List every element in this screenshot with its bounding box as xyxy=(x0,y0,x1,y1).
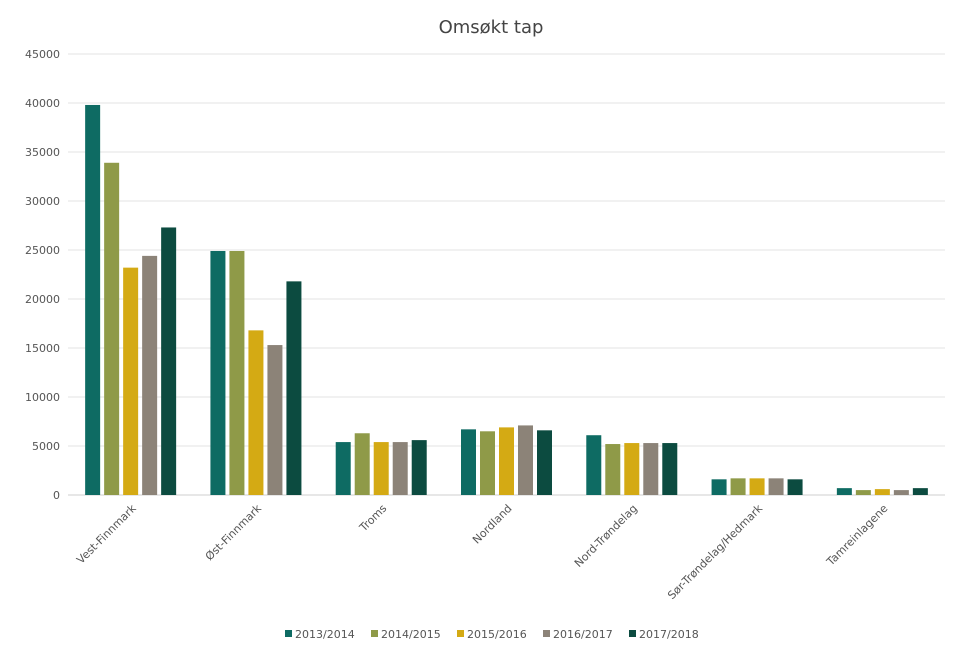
bar-2017-2018 xyxy=(662,443,678,495)
bar-2014-2015 xyxy=(480,431,495,495)
bar-2013-2014 xyxy=(210,250,226,495)
chart-title: Omsøkt tap xyxy=(439,17,544,38)
bar-2017-2018 xyxy=(912,488,928,495)
bar-2015-2016 xyxy=(499,427,514,495)
x-tick-label: Øst-Finnmark xyxy=(203,501,265,563)
bar-2013-2014 xyxy=(711,479,727,495)
bar-2017-2018 xyxy=(411,440,427,495)
bar-2013-2014 xyxy=(586,435,602,495)
bar-2016-2017 xyxy=(518,425,533,495)
bar-2014-2015 xyxy=(855,490,871,495)
bar-2015-2016 xyxy=(373,442,389,495)
legend-swatch xyxy=(457,630,464,637)
y-tick-label: 30000 xyxy=(25,195,60,208)
legend-swatch xyxy=(629,630,636,637)
bar-2017-2018 xyxy=(161,227,177,495)
y-tick-label: 0 xyxy=(53,489,60,502)
bar-2014-2015 xyxy=(605,444,621,495)
bar-2015-2016 xyxy=(123,267,139,495)
y-tick-label: 15000 xyxy=(25,342,60,355)
legend-label: 2017/2018 xyxy=(639,628,699,641)
x-tick-label: Nord-Trøndelag xyxy=(572,502,640,570)
bar-2016-2017 xyxy=(643,443,659,495)
x-tick-label: Nordland xyxy=(470,502,515,547)
bar-2015-2016 xyxy=(248,330,264,495)
legend-label: 2014/2015 xyxy=(381,628,441,641)
bar-2017-2018 xyxy=(537,430,552,495)
legend-label: 2015/2016 xyxy=(467,628,527,641)
bar-2016-2017 xyxy=(893,490,909,495)
legend-swatch xyxy=(285,630,292,637)
y-tick-label: 10000 xyxy=(25,391,60,404)
bar-2015-2016 xyxy=(749,478,765,495)
y-tick-label: 5000 xyxy=(32,440,60,453)
y-tick-label: 40000 xyxy=(25,97,60,110)
bar-2014-2015 xyxy=(104,162,120,495)
bar-2013-2014 xyxy=(335,442,351,495)
bar-2016-2017 xyxy=(392,442,408,495)
legend-label: 2013/2014 xyxy=(295,628,355,641)
bar-2016-2017 xyxy=(142,255,158,495)
x-tick-label: Vest-Finnmark xyxy=(74,501,139,566)
bar-2013-2014 xyxy=(461,429,476,495)
bar-2014-2015 xyxy=(354,433,370,495)
y-tick-label: 45000 xyxy=(25,48,60,61)
bar-2013-2014 xyxy=(85,104,101,496)
bar-2017-2018 xyxy=(787,479,803,495)
bar-2015-2016 xyxy=(624,443,640,495)
legend-swatch xyxy=(371,630,378,637)
bar-2015-2016 xyxy=(874,489,890,495)
bar-2017-2018 xyxy=(286,281,302,495)
bar-2014-2015 xyxy=(229,250,245,495)
bar-2016-2017 xyxy=(768,478,784,495)
x-tick-label: Sør-Trøndelag/Hedmark xyxy=(665,501,765,601)
x-tick-label: Troms xyxy=(356,502,389,535)
bar-2016-2017 xyxy=(267,345,283,495)
x-tick-label: Tamreinlagene xyxy=(824,502,891,569)
bar-2013-2014 xyxy=(836,488,852,495)
legend-swatch xyxy=(543,630,550,637)
bar-2014-2015 xyxy=(730,478,746,495)
legend-label: 2016/2017 xyxy=(553,628,613,641)
y-tick-label: 20000 xyxy=(25,293,60,306)
y-tick-label: 25000 xyxy=(25,244,60,257)
y-tick-label: 35000 xyxy=(25,146,60,159)
